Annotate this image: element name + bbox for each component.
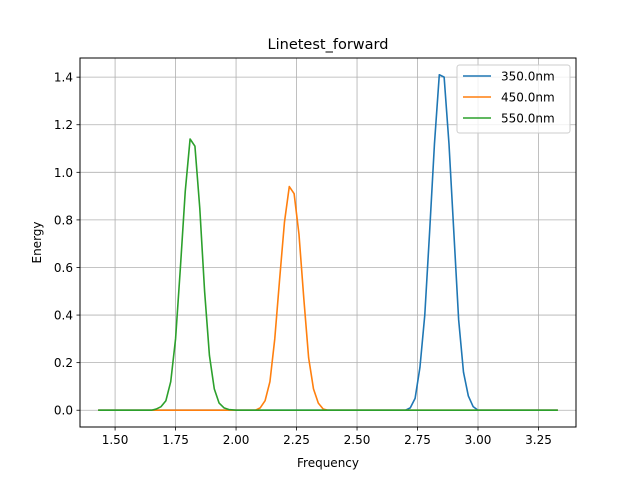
x-tick-label: 2.25 <box>283 433 310 447</box>
y-tick-label: 1.4 <box>54 71 73 85</box>
y-tick-label: 0.6 <box>54 261 73 275</box>
x-tick-label: 1.75 <box>162 433 189 447</box>
axes-frame <box>79 57 577 428</box>
x-tick-label: 2.00 <box>223 433 250 447</box>
y-axis-ticks: 0.0 0.2 0.4 0.6 0.8 1.0 1.2 1.4 <box>54 71 80 418</box>
legend: 350.0nm 450.0nm 550.0nm <box>456 64 571 134</box>
legend-label: 450.0nm <box>501 91 555 105</box>
x-axis-ticks: 1.50 1.75 2.00 2.25 2.50 2.75 3.00 3.25 <box>102 427 552 447</box>
x-tick-label: 1.50 <box>102 433 129 447</box>
series-line-550-0nm <box>98 138 558 412</box>
y-axis-label: Energy <box>30 221 44 263</box>
x-tick-label: 2.50 <box>344 433 371 447</box>
legend-box <box>456 64 571 134</box>
x-tick-label: 2.75 <box>404 433 431 447</box>
y-tick-label: 0.2 <box>54 356 73 370</box>
legend-label: 550.0nm <box>501 112 555 126</box>
plot-lines <box>98 73 558 412</box>
y-tick-label: 0.8 <box>54 213 73 227</box>
y-tick-label: 0.4 <box>54 309 73 323</box>
y-tick-label: 0.0 <box>54 404 73 418</box>
x-axis-label: Frequency <box>297 456 359 470</box>
y-tick-label: 1.2 <box>54 118 73 132</box>
x-tick-label: 3.00 <box>465 433 492 447</box>
series-line-450-0nm <box>98 185 558 412</box>
series-line-350-0nm <box>98 73 558 412</box>
x-tick-label: 3.25 <box>525 433 552 447</box>
legend-label: 350.0nm <box>501 70 555 84</box>
chart-title: Linetest_forward <box>268 37 389 53</box>
y-tick-label: 1.0 <box>54 166 73 180</box>
